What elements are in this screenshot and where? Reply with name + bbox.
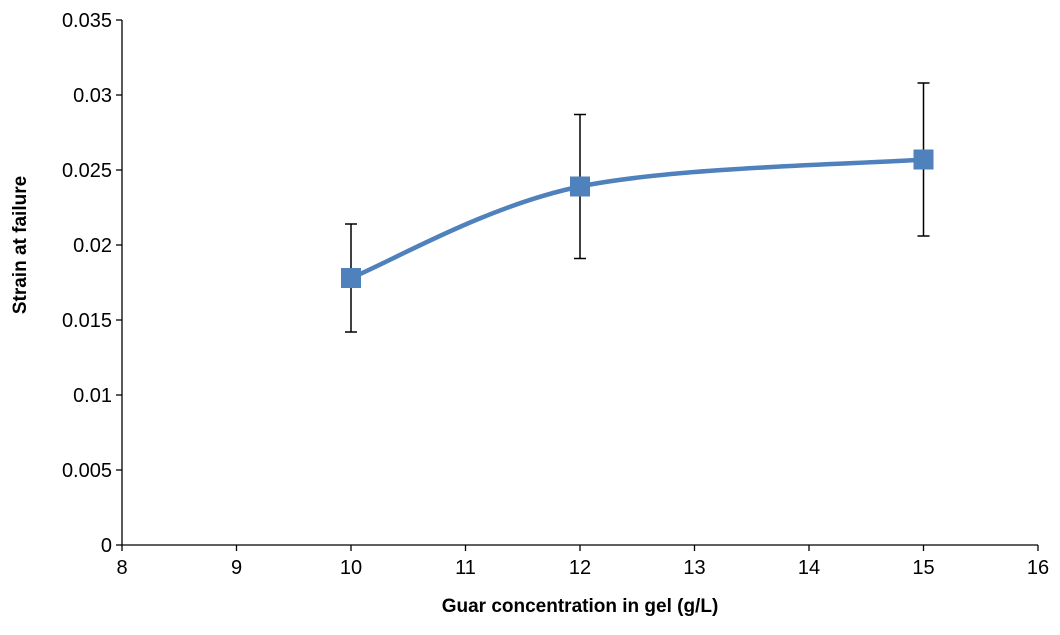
data-point-marker [570,176,590,197]
data-point-marker [341,268,361,288]
x-tick-label: 12 [569,557,591,579]
y-tick-label: 0.025 [62,160,112,182]
y-tick-label: 0.01 [73,385,112,407]
y-tick-label: 0.005 [62,460,112,482]
data-point-marker [913,149,934,170]
x-tick-label: 8 [116,557,127,579]
plot-area [341,82,934,333]
series-line [348,157,926,281]
y-axis-title: Strain at failure [10,176,31,314]
x-tick-label: 11 [455,557,476,579]
x-tick-label: 10 [340,557,362,579]
y-tick-label: 0.015 [62,310,112,332]
x-axis-ticks: 8 9 10 11 12 13 14 15 16 [116,545,1049,579]
y-tick-label: 0.035 [62,10,112,32]
x-tick-label: 16 [1027,557,1049,579]
y-tick-label: 0.03 [73,85,112,107]
x-tick-label: 9 [231,557,242,579]
y-tick-label: 0 [101,535,112,557]
y-axis-ticks: 0 0.005 0.01 0.015 0.02 0.025 0.03 0.035 [62,10,122,557]
x-tick-label: 14 [798,557,820,579]
x-tick-label: 15 [912,557,934,579]
axes [121,20,1038,546]
x-axis-title: Guar concentration in gel (g/L) [442,596,719,617]
x-tick-label: 13 [683,557,705,579]
y-tick-label: 0.02 [73,235,112,257]
